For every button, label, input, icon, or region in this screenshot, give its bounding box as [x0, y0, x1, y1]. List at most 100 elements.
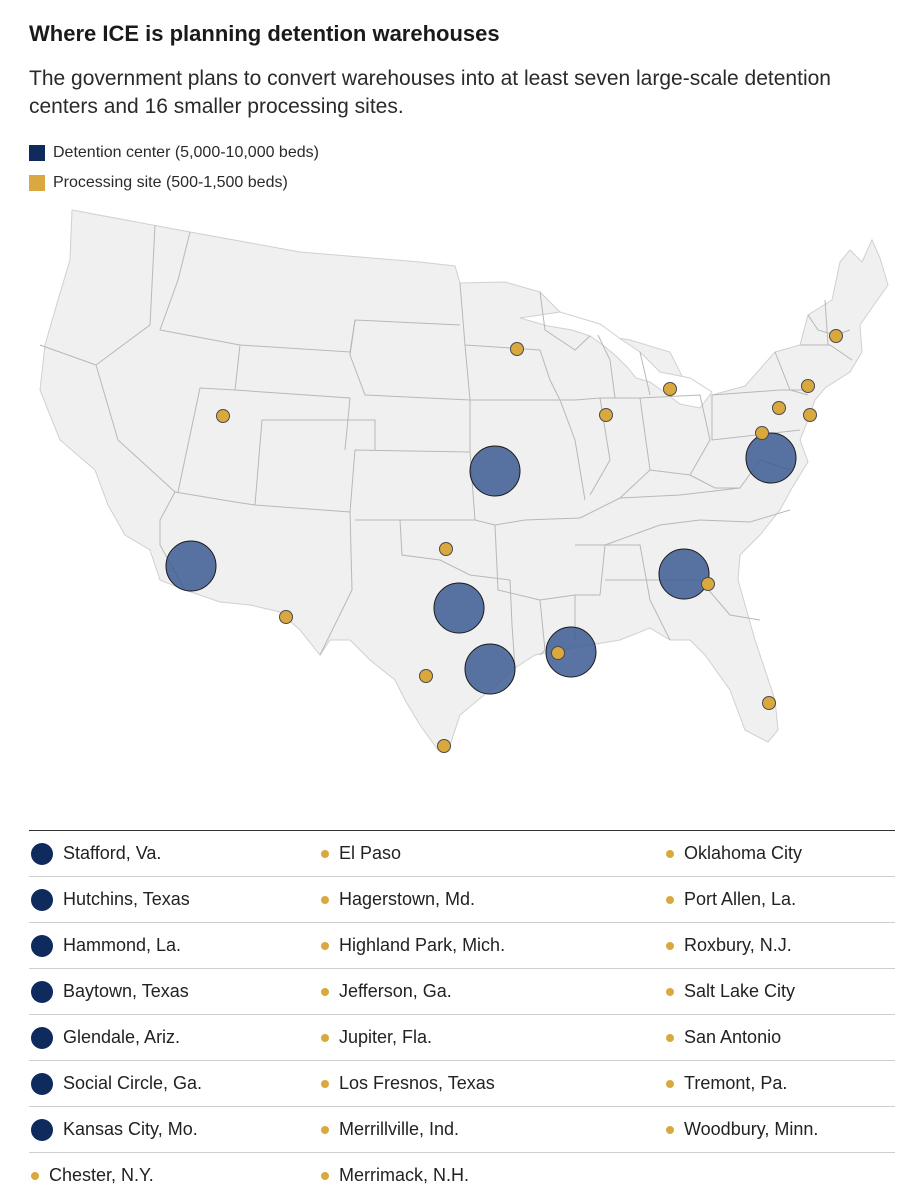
detention-marker-hutchins-texas [433, 582, 485, 634]
processing-dot [321, 1033, 329, 1042]
list-item-label: Jefferson, Ga. [339, 981, 452, 1001]
detention-dot [31, 842, 53, 865]
list-item: Social Circle, Ga. [29, 1072, 319, 1095]
list-item-label: Hammond, La. [63, 935, 182, 955]
list-item: Los Fresnos, Texas [319, 1073, 664, 1094]
list-item-label: Roxbury, N.J. [684, 935, 792, 955]
processing-marker-los-fresnos-texas [437, 739, 451, 753]
table-row: Social Circle, Ga. Los Fresnos, Texas Tr… [29, 1061, 895, 1107]
list-item-label: Merrimack, N.H. [339, 1165, 469, 1185]
detention-swatch [29, 145, 45, 161]
site-markers [165, 329, 843, 753]
legend-item-processing: Processing site (500-1,500 beds) [29, 168, 319, 198]
list-item: San Antonio [664, 1027, 895, 1048]
list-item-label: Highland Park, Mich. [339, 935, 506, 955]
detention-dot [31, 1118, 53, 1141]
list-item: Kansas City, Mo. [29, 1118, 319, 1141]
list-item: Jupiter, Fla. [319, 1027, 664, 1048]
processing-marker-el-paso [279, 610, 293, 624]
processing-dot [666, 1079, 674, 1088]
list-item: Hammond, La. [29, 934, 319, 957]
us-map [39, 209, 889, 753]
list-item: Jefferson, Ga. [319, 981, 664, 1002]
chart-title: Where ICE is planning detention warehous… [29, 21, 500, 46]
list-item: Port Allen, La. [664, 889, 895, 910]
processing-dot [321, 849, 329, 858]
table-row: Stafford, Va. El Paso Oklahoma City [29, 831, 895, 877]
detention-dot [31, 980, 53, 1003]
list-item-label: Los Fresnos, Texas [339, 1073, 495, 1093]
processing-dot [321, 941, 329, 950]
list-item: Glendale, Ariz. [29, 1026, 319, 1049]
list-item: El Paso [319, 843, 664, 864]
list-item: Oklahoma City [664, 843, 895, 864]
processing-dot [666, 1125, 674, 1134]
list-item-label: Jupiter, Fla. [339, 1027, 433, 1047]
table-row: Glendale, Ariz. Jupiter, Fla. San Antoni… [29, 1015, 895, 1061]
list-item-label: Hutchins, Texas [63, 889, 190, 909]
processing-dot [666, 849, 674, 858]
processing-dot [666, 895, 674, 904]
list-item: Roxbury, N.J. [664, 935, 895, 956]
table-row: Hutchins, Texas Hagerstown, Md. Port All… [29, 877, 895, 923]
processing-marker-salt-lake-city [216, 409, 230, 423]
list-item-label: Oklahoma City [684, 843, 803, 863]
list-item: Merrillville, Ind. [319, 1119, 664, 1140]
detention-marker-stafford-va [745, 432, 797, 484]
detention-dot [31, 934, 53, 957]
chart-subtitle: The government plans to convert warehous… [29, 67, 831, 118]
list-item-label: Port Allen, La. [684, 889, 797, 909]
great-lakes [519, 311, 713, 409]
table-row: Kansas City, Mo. Merrillville, Ind. Wood… [29, 1107, 895, 1153]
list-item-label: Woodbury, Minn. [684, 1119, 819, 1139]
list-item-label: San Antonio [684, 1027, 782, 1047]
processing-marker-woodbury-minn [510, 342, 524, 356]
detention-marker-hammond-la [545, 626, 597, 678]
processing-marker-hagerstown-md [755, 426, 769, 440]
list-item-label: Stafford, Va. [63, 843, 162, 863]
processing-dot [666, 941, 674, 950]
legend-processing-label: Processing site (500-1,500 beds) [53, 174, 288, 191]
list-item-label: Hagerstown, Md. [339, 889, 476, 909]
list-item: Woodbury, Minn. [664, 1119, 895, 1140]
list-item-label: Salt Lake City [684, 981, 796, 1001]
legend-item-detention: Detention center (5,000-10,000 beds) [29, 138, 319, 168]
processing-marker-jefferson-ga [701, 577, 715, 591]
processing-marker-chester-n-y [801, 379, 815, 393]
state-borders [39, 224, 853, 669]
detention-marker-glendale-ariz [165, 540, 217, 592]
processing-dot [666, 987, 674, 996]
list-item-label: Tremont, Pa. [684, 1073, 788, 1093]
list-item: Stafford, Va. [29, 842, 319, 865]
processing-dot [321, 895, 329, 904]
detention-dot [31, 1072, 53, 1095]
list-item-label: Social Circle, Ga. [63, 1073, 203, 1093]
list-item-label: Baytown, Texas [63, 981, 189, 1001]
processing-marker-jupiter-fla [762, 696, 776, 710]
processing-marker-port-allen-la [551, 646, 565, 660]
list-item: Tremont, Pa. [664, 1073, 895, 1094]
processing-marker-oklahoma-city [439, 542, 453, 556]
processing-marker-merrimack-n-h [829, 329, 843, 343]
list-item-label: Merrillville, Ind. [339, 1119, 460, 1139]
table-row: Hammond, La. Highland Park, Mich. Roxbur… [29, 923, 895, 969]
list-item: Chester, N.Y. [29, 1165, 319, 1186]
processing-dot [31, 1171, 39, 1180]
list-item: Hagerstown, Md. [319, 889, 664, 910]
detention-marker-kansas-city-mo [469, 445, 521, 497]
processing-swatch [29, 175, 45, 191]
table-row: Baytown, Texas Jefferson, Ga. Salt Lake … [29, 969, 895, 1015]
processing-marker-highland-park-mich [663, 382, 677, 396]
table-row: Chester, N.Y. Merrimack, N.H. [29, 1153, 895, 1198]
detention-marker-baytown-texas [464, 643, 516, 695]
list-item: Baytown, Texas [29, 980, 319, 1003]
list-item: Highland Park, Mich. [319, 935, 664, 956]
processing-dot [666, 1033, 674, 1042]
processing-marker-san-antonio [419, 669, 433, 683]
processing-dot [321, 1125, 329, 1134]
detention-dot [31, 888, 53, 911]
list-item: Hutchins, Texas [29, 888, 319, 911]
detention-dot [31, 1026, 53, 1049]
processing-dot [321, 987, 329, 996]
processing-dot [321, 1079, 329, 1088]
